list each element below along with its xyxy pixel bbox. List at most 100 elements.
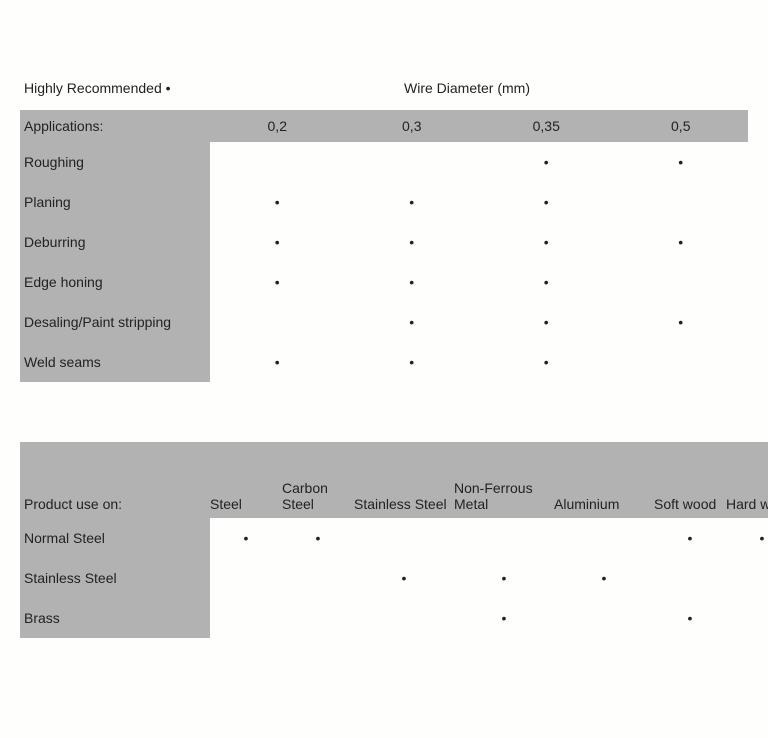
cell-mark: • (614, 142, 749, 182)
cell-mark (614, 262, 749, 302)
table1-title-row: Highly Recommended • Wire Diameter (mm) (20, 80, 748, 96)
table1-title: Wire Diameter (mm) (404, 80, 748, 96)
cell-mark (354, 598, 454, 638)
cell-mark (210, 598, 282, 638)
row-label: Weld seams (20, 342, 210, 382)
dot-icon: • (544, 314, 549, 330)
dot-icon: • (316, 530, 321, 546)
dot-icon: • (602, 570, 607, 586)
dot-icon: • (544, 234, 549, 250)
dot-icon: • (544, 274, 549, 290)
cell-mark: • (479, 342, 614, 382)
row-label: Desaling/Paint stripping (20, 302, 210, 342)
table2-col-2: Stainless Steel (354, 442, 454, 518)
cell-mark: • (479, 222, 614, 262)
cell-mark: • (726, 518, 768, 558)
table2-col-5: Soft wood (654, 442, 726, 518)
cell-mark: • (345, 302, 480, 342)
cell-mark: • (479, 142, 614, 182)
product-use-table: Product use on: Steel Carbon Steel Stain… (20, 442, 748, 638)
row-label: Roughing (20, 142, 210, 182)
table-row: Deburring•••• (20, 222, 748, 262)
cell-mark: • (554, 558, 654, 598)
cell-mark: • (479, 302, 614, 342)
cell-mark: • (654, 518, 726, 558)
cell-mark (654, 558, 726, 598)
table-row: Stainless Steel • • • (20, 558, 768, 598)
cell-mark (282, 598, 354, 638)
table1-row-header: Applications: (20, 110, 210, 142)
dot-icon: • (502, 610, 507, 626)
cell-mark: • (210, 262, 345, 302)
cell-mark: • (210, 222, 345, 262)
cell-mark (210, 142, 345, 182)
cell-mark (210, 302, 345, 342)
table1-col-0: 0,2 (210, 110, 345, 142)
cell-mark: • (210, 182, 345, 222)
cell-mark: • (354, 558, 454, 598)
wire-diameter-table: Highly Recommended • Wire Diameter (mm) … (20, 80, 748, 382)
table-row: Weld seams • • • (20, 342, 748, 382)
cell-mark: • (654, 598, 726, 638)
cell-mark (726, 558, 768, 598)
dot-icon: • (544, 154, 549, 170)
cell-mark: • (454, 598, 554, 638)
dot-icon: • (275, 234, 280, 250)
cell-mark: • (210, 518, 282, 558)
table1-header-row: Applications: 0,2 0,3 0,35 0,5 (20, 110, 748, 142)
dot-icon: • (678, 314, 683, 330)
table-row: Brass • • (20, 598, 768, 638)
table-row: Desaling/Paint stripping • • • (20, 302, 748, 342)
cell-mark (282, 558, 354, 598)
dot-icon: • (544, 354, 549, 370)
cell-mark (210, 558, 282, 598)
table2-col-1: Carbon Steel (282, 442, 354, 518)
cell-mark (454, 518, 554, 558)
legend-text: Highly Recommended • (20, 80, 404, 96)
table-row: Normal Steel • • • • (20, 518, 768, 558)
dot-icon: • (409, 194, 414, 210)
dot-icon: • (409, 274, 414, 290)
table-row: Roughing • • (20, 142, 748, 182)
cell-mark: • (345, 342, 480, 382)
cell-mark (354, 518, 454, 558)
table2-header-row: Product use on: Steel Carbon Steel Stain… (20, 442, 768, 518)
table2-row-header: Product use on: (20, 442, 210, 518)
dot-icon: • (402, 570, 407, 586)
cell-mark (614, 342, 749, 382)
row-label: Brass (20, 598, 210, 638)
row-label: Normal Steel (20, 518, 210, 558)
dot-icon: • (678, 154, 683, 170)
dot-icon: • (275, 274, 280, 290)
dot-icon: • (409, 354, 414, 370)
table2-col-0: Steel (210, 442, 282, 518)
cell-mark (726, 598, 768, 638)
dot-icon: • (409, 314, 414, 330)
dot-icon: • (275, 194, 280, 210)
cell-mark: • (614, 222, 749, 262)
cell-mark: • (454, 558, 554, 598)
dot-icon: • (688, 530, 693, 546)
row-label: Edge honing (20, 262, 210, 302)
table2-col-3: Non-Ferrous Metal (454, 442, 554, 518)
table2-col-4: Aluminium (554, 442, 654, 518)
table1-col-3: 0,5 (614, 110, 749, 142)
cell-mark (345, 142, 480, 182)
cell-mark: • (210, 342, 345, 382)
cell-mark (554, 598, 654, 638)
cell-mark: • (479, 182, 614, 222)
row-label: Stainless Steel (20, 558, 210, 598)
dot-icon: • (678, 234, 683, 250)
table-row: Edge honing • • • (20, 262, 748, 302)
materials-table: Product use on: Steel Carbon Steel Stain… (20, 442, 768, 638)
dot-icon: • (275, 354, 280, 370)
table2-col-6: Hard wood (726, 442, 768, 518)
row-label: Planing (20, 182, 210, 222)
table1-col-2: 0,35 (479, 110, 614, 142)
table1-col-1: 0,3 (345, 110, 480, 142)
applications-table: Applications: 0,2 0,3 0,35 0,5 Roughing •… (20, 110, 748, 382)
dot-icon: • (760, 530, 765, 546)
dot-icon: • (244, 530, 249, 546)
row-label: Deburring (20, 222, 210, 262)
dot-icon: • (688, 610, 693, 626)
